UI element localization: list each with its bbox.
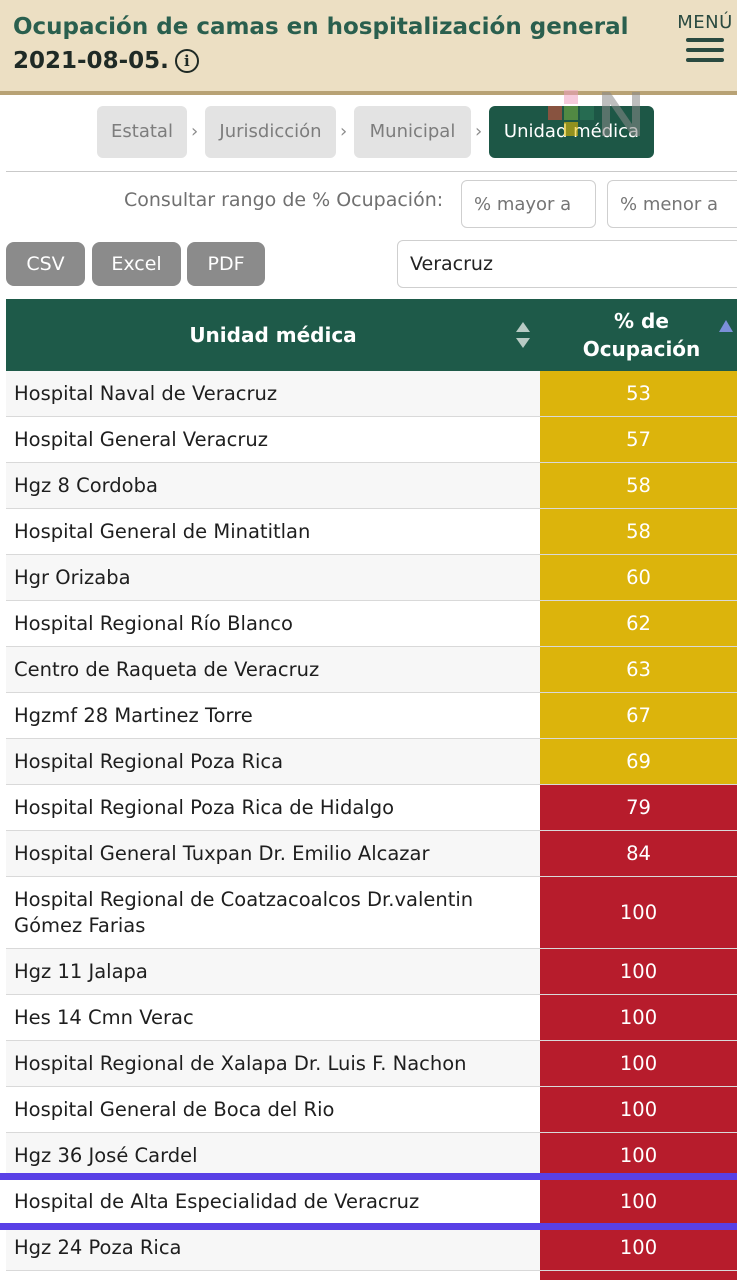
hospital-name-cell: Hospital Regional de Coatzacoalcos Dr.va…: [14, 888, 474, 937]
table-row: Hospital de Alta Especialidad de Veracru…: [6, 1179, 737, 1225]
hospital-name-cell: Centro de Raqueta de Veracruz: [14, 658, 320, 681]
pdf-button[interactable]: PDF: [187, 242, 265, 286]
table-row: Hospital General Tuxpan Dr. Emilio Alcaz…: [6, 831, 737, 877]
hospital-name-cell: Hospital Regional de Xalapa Dr. Luis F. …: [14, 1052, 467, 1075]
table-body: Hospital Naval de Veracruz 53 Hospital Gen…: [6, 371, 737, 1280]
column-header-line-1: % de: [614, 309, 669, 333]
state-search-input[interactable]: Veracruz: [397, 240, 737, 288]
column-header-ocupacion[interactable]: % de Ocupación: [540, 307, 737, 363]
occupancy-percent-cell: 84: [540, 831, 737, 876]
hospital-name-cell: Hgz 11 Jalapa: [14, 960, 148, 983]
table-row: Hgr Orizaba 60: [6, 555, 737, 601]
table-row: Hospital General Veracruz 57: [6, 417, 737, 463]
chevron-right-icon: ›: [191, 121, 199, 142]
table-row: Hes 14 Cmn Verac 100: [6, 995, 737, 1041]
sort-both-icon[interactable]: [514, 319, 532, 351]
hospital-name-cell: Hospital General Veracruz: [14, 428, 268, 451]
hospital-name-cell: Hospital Regional Poza Rica: [14, 750, 284, 773]
table-row: Hospital Regional Poza Rica de Hidalgo 79: [6, 785, 737, 831]
breadcrumb-municipal[interactable]: Municipal: [354, 106, 471, 158]
hospital-name-cell: Hgz 36 José Cardel: [14, 1144, 198, 1167]
table-row: Hgzmf 28 Martinez Torre 67: [6, 693, 737, 739]
page-title: Ocupación de camas en hospitalización ge…: [13, 10, 633, 78]
table-row: Hospital General de Minatitlan 58: [6, 509, 737, 555]
occupancy-percent-cell: 69: [540, 739, 737, 784]
hamburger-icon: [686, 38, 724, 62]
title-line-2: 2021-08-05. i: [13, 44, 633, 78]
header: Ocupación de camas en hospitalización ge…: [0, 0, 737, 91]
menu-label: MENÚ: [677, 12, 733, 33]
occupancy-percent-cell: 100: [540, 1225, 737, 1270]
occupancy-percent-cell: 100: [540, 1271, 737, 1280]
occupancy-percent-cell: 100: [540, 1087, 737, 1132]
chevron-right-icon: ›: [340, 121, 348, 142]
excel-button[interactable]: Excel: [92, 242, 181, 286]
hospital-name-cell: Hgr Orizaba: [14, 566, 131, 589]
table-row: Hgz 24 Poza Rica 100: [6, 1225, 737, 1271]
hospital-name-cell: Hgz 24 Poza Rica: [14, 1236, 182, 1259]
occupancy-percent-cell: 60: [540, 555, 737, 600]
table-row: Hospital Regional de Xalapa Dr. Luis F. …: [6, 1041, 737, 1087]
occupancy-percent-cell: 100: [540, 1179, 737, 1224]
hospital-name-cell: Hospital Regional Poza Rica de Hidalgo: [14, 796, 395, 819]
chevron-right-icon: ›: [475, 121, 483, 142]
hospital-name-cell: Hospital General Tuxpan Dr. Emilio Alcaz…: [14, 842, 430, 865]
occupancy-percent-cell: 100: [540, 877, 737, 948]
occupancy-percent-cell: 100: [540, 1133, 737, 1178]
min-percent-input[interactable]: [461, 180, 596, 228]
breadcrumb-jurisdiccion[interactable]: Jurisdicción: [205, 106, 336, 158]
divider: [6, 171, 737, 172]
occupancy-table: Unidad médica % de Ocupación Hospital Na…: [6, 299, 737, 1280]
occupancy-percent-cell: 67: [540, 693, 737, 738]
hospital-name-cell: Hospital de Alta Especialidad de Veracru…: [14, 1190, 420, 1213]
header-border: [0, 91, 737, 95]
range-label: Consultar rango de % Ocupación:: [124, 189, 444, 211]
breadcrumb-estatal[interactable]: Estatal: [97, 106, 187, 158]
info-icon[interactable]: i: [174, 49, 199, 73]
occupancy-percent-cell: 57: [540, 417, 737, 462]
report-date: 2021-08-05.: [13, 48, 169, 74]
csv-button[interactable]: CSV: [6, 242, 85, 286]
max-percent-input[interactable]: [607, 180, 737, 228]
table-row: Hospital Naval de Veracruz 53: [6, 371, 737, 417]
occupancy-percent-cell: 100: [540, 995, 737, 1040]
hospital-name-cell: Hgz 8 Cordoba: [14, 474, 158, 497]
hospital-name-cell: Hes 14 Cmn Verac: [14, 1006, 194, 1029]
occupancy-percent-cell: 62: [540, 601, 737, 646]
occupancy-percent-cell: 79: [540, 785, 737, 830]
table-row: Hgzmf 35 Cosamaloapan100: [6, 1271, 737, 1280]
table-row: Hospital Regional Poza Rica 69: [6, 739, 737, 785]
occupancy-percent-cell: 100: [540, 949, 737, 994]
occupancy-percent-cell: 100: [540, 1041, 737, 1086]
table-row: Hospital Regional de Coatzacoalcos Dr.va…: [6, 877, 737, 949]
occupancy-percent-cell: 58: [540, 509, 737, 554]
table-row: Hospital Regional Río Blanco 62: [6, 601, 737, 647]
hospital-name-cell: Hospital General de Boca del Rio: [14, 1098, 335, 1121]
column-header-unidad-medica[interactable]: Unidad médica: [189, 323, 357, 347]
table-header: Unidad médica % de Ocupación: [6, 299, 737, 371]
highlight-line-bottom: [0, 1223, 737, 1230]
hospital-name-cell: Hospital Naval de Veracruz: [14, 382, 278, 405]
hospital-name-cell: Hgzmf 28 Martinez Torre: [14, 704, 253, 727]
table-row: Hgz 8 Cordoba 58: [6, 463, 737, 509]
column-header-line-2: Ocupación: [582, 337, 701, 361]
occupancy-percent-cell: 58: [540, 463, 737, 508]
table-row: Hgz 36 José Cardel 100: [6, 1133, 737, 1179]
hospital-name-cell: Hgzmf 35 Cosamaloapan: [6, 1271, 540, 1280]
watermark-logo-icon: [548, 90, 640, 136]
occupancy-percent-cell: 63: [540, 647, 737, 692]
table-row: Hospital General de Boca del Rio 100: [6, 1087, 737, 1133]
highlight-line-top: [0, 1173, 737, 1180]
hospital-name-cell: Hospital General de Minatitlan: [14, 520, 311, 543]
table-row: Hgz 11 Jalapa 100: [6, 949, 737, 995]
occupancy-percent-cell: 53: [540, 371, 737, 416]
menu-button[interactable]: MENÚ: [673, 12, 737, 68]
hospital-name-cell: Hospital Regional Río Blanco: [14, 612, 293, 635]
table-row: Centro de Raqueta de Veracruz 63: [6, 647, 737, 693]
title-line-1: Ocupación de camas en hospitalización ge…: [13, 14, 629, 40]
sort-ascending-icon[interactable]: [718, 319, 734, 333]
